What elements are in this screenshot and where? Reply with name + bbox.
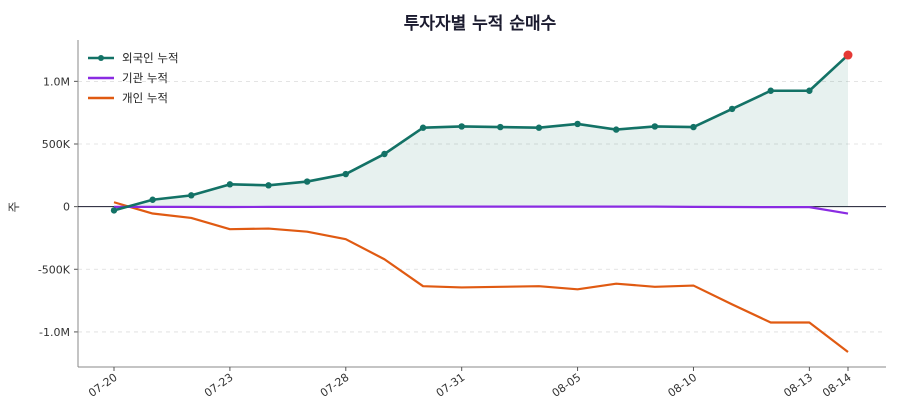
data-point — [226, 181, 234, 188]
data-point — [613, 126, 620, 133]
legend-marker — [98, 55, 104, 61]
data-point — [651, 123, 659, 130]
data-point — [767, 87, 774, 94]
grid-layer — [78, 80, 886, 333]
legend-label: 외국인 누적 — [122, 51, 179, 65]
y-axis-label: 주 — [7, 201, 21, 212]
data-point — [497, 123, 504, 131]
x-tick-label: 08-13 — [781, 371, 815, 400]
data-point — [381, 150, 388, 158]
y-tick-label: -500K — [38, 263, 71, 276]
data-point — [149, 196, 156, 203]
data-point — [188, 192, 195, 199]
data-point — [806, 87, 813, 94]
x-tick-label: 07-20 — [86, 371, 120, 400]
data-point — [728, 105, 736, 113]
data-point — [535, 124, 543, 131]
foreign-area-fill — [114, 55, 848, 211]
data-point — [419, 124, 427, 131]
series-line-1 — [114, 205, 849, 215]
x-tick-label: 07-23 — [202, 371, 236, 400]
data-point — [342, 170, 349, 178]
data-point — [690, 123, 697, 131]
y-tick-label: -1.0M — [39, 326, 70, 339]
x-tick-label: 07-28 — [318, 371, 352, 400]
data-point — [458, 123, 465, 130]
x-tick-label: 08-14 — [820, 371, 854, 400]
last-point-marker — [843, 50, 853, 60]
series-layer — [110, 50, 853, 353]
data-point — [303, 178, 311, 185]
legend-label: 개인 누적 — [122, 91, 168, 105]
y-tick-label: 500K — [42, 138, 71, 151]
data-point — [265, 182, 272, 189]
x-tick-label: 08-10 — [666, 371, 700, 400]
y-tick-label: 1.0M — [43, 75, 70, 88]
x-tick-label: 07-31 — [434, 371, 468, 400]
series-line-2 — [113, 201, 849, 353]
series-line-0 — [113, 54, 849, 212]
chart-title: 투자자별 누적 순매수 — [404, 14, 557, 34]
x-tick-label: 08-05 — [550, 371, 584, 400]
y-tick-label: 0 — [63, 201, 70, 214]
data-point — [110, 207, 118, 214]
legend-label: 기관 누적 — [122, 71, 168, 85]
data-point — [574, 120, 581, 128]
